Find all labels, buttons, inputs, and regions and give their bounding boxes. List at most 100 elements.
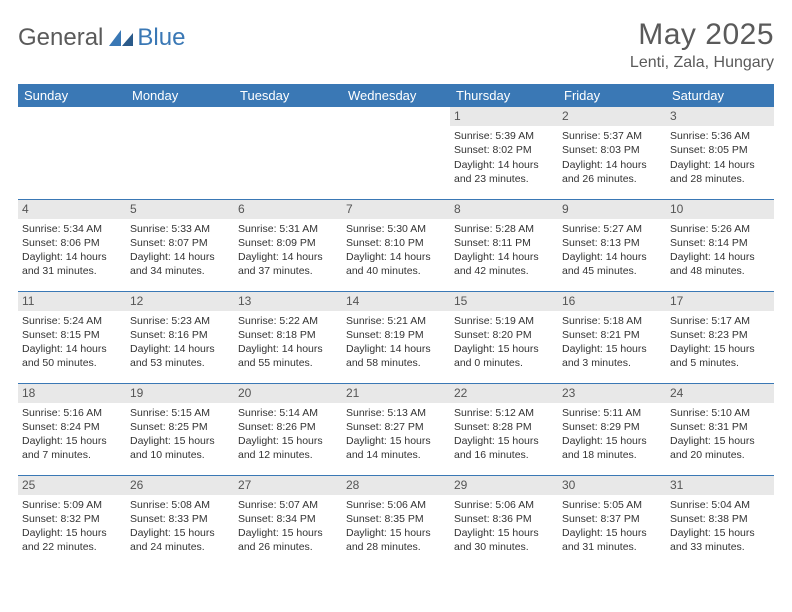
calendar-cell: 24Sunrise: 5:10 AMSunset: 8:31 PMDayligh…	[666, 383, 774, 475]
sunrise-text: Sunrise: 5:05 AM	[562, 498, 662, 512]
sunrise-text: Sunrise: 5:16 AM	[22, 406, 122, 420]
day-number: 21	[342, 384, 450, 403]
day-number: 20	[234, 384, 342, 403]
sunset-text: Sunset: 8:26 PM	[238, 420, 338, 434]
day-number: 16	[558, 292, 666, 311]
brand-word2: Blue	[137, 24, 185, 52]
calendar-cell: 19Sunrise: 5:15 AMSunset: 8:25 PMDayligh…	[126, 383, 234, 475]
day-number: 28	[342, 476, 450, 495]
weekday-header: Friday	[558, 84, 666, 107]
calendar-cell: 4Sunrise: 5:34 AMSunset: 8:06 PMDaylight…	[18, 199, 126, 291]
daylight-text: Daylight: 14 hours	[130, 250, 230, 264]
weekday-header: Sunday	[18, 84, 126, 107]
day-number: 27	[234, 476, 342, 495]
daylight-text: and 18 minutes.	[562, 448, 662, 462]
sunrise-text: Sunrise: 5:26 AM	[670, 222, 770, 236]
day-number: 13	[234, 292, 342, 311]
sunset-text: Sunset: 8:33 PM	[130, 512, 230, 526]
sunrise-text: Sunrise: 5:12 AM	[454, 406, 554, 420]
brand-word1: General	[18, 24, 103, 52]
day-number: 23	[558, 384, 666, 403]
sunset-text: Sunset: 8:35 PM	[346, 512, 446, 526]
daylight-text: Daylight: 14 hours	[22, 250, 122, 264]
sunset-text: Sunset: 8:14 PM	[670, 236, 770, 250]
daylight-text: Daylight: 15 hours	[130, 434, 230, 448]
daylight-text: and 58 minutes.	[346, 356, 446, 370]
sunrise-text: Sunrise: 5:37 AM	[562, 129, 662, 143]
calendar-cell: 11Sunrise: 5:24 AMSunset: 8:15 PMDayligh…	[18, 291, 126, 383]
sunset-text: Sunset: 8:32 PM	[22, 512, 122, 526]
sunrise-text: Sunrise: 5:33 AM	[130, 222, 230, 236]
daylight-text: Daylight: 14 hours	[238, 342, 338, 356]
calendar-cell: 12Sunrise: 5:23 AMSunset: 8:16 PMDayligh…	[126, 291, 234, 383]
daylight-text: Daylight: 15 hours	[22, 434, 122, 448]
sunset-text: Sunset: 8:06 PM	[22, 236, 122, 250]
weekday-header: Wednesday	[342, 84, 450, 107]
sunrise-text: Sunrise: 5:04 AM	[670, 498, 770, 512]
daylight-text: and 33 minutes.	[670, 540, 770, 554]
sunset-text: Sunset: 8:21 PM	[562, 328, 662, 342]
daylight-text: Daylight: 15 hours	[670, 342, 770, 356]
sunrise-text: Sunrise: 5:07 AM	[238, 498, 338, 512]
sunrise-text: Sunrise: 5:14 AM	[238, 406, 338, 420]
calendar-cell: 2Sunrise: 5:37 AMSunset: 8:03 PMDaylight…	[558, 107, 666, 199]
sunrise-text: Sunrise: 5:23 AM	[130, 314, 230, 328]
sunrise-text: Sunrise: 5:10 AM	[670, 406, 770, 420]
daylight-text: and 24 minutes.	[130, 540, 230, 554]
sunrise-text: Sunrise: 5:31 AM	[238, 222, 338, 236]
sunrise-text: Sunrise: 5:11 AM	[562, 406, 662, 420]
daylight-text: and 37 minutes.	[238, 264, 338, 278]
sunrise-text: Sunrise: 5:17 AM	[670, 314, 770, 328]
daylight-text: Daylight: 14 hours	[130, 342, 230, 356]
daylight-text: Daylight: 14 hours	[346, 342, 446, 356]
day-number: 2	[558, 107, 666, 126]
daylight-text: Daylight: 15 hours	[346, 526, 446, 540]
calendar-cell: 18Sunrise: 5:16 AMSunset: 8:24 PMDayligh…	[18, 383, 126, 475]
daylight-text: Daylight: 14 hours	[22, 342, 122, 356]
daylight-text: and 5 minutes.	[670, 356, 770, 370]
calendar-cell	[126, 107, 234, 199]
daylight-text: and 45 minutes.	[562, 264, 662, 278]
daylight-text: Daylight: 15 hours	[454, 342, 554, 356]
sunset-text: Sunset: 8:10 PM	[346, 236, 446, 250]
sunrise-text: Sunrise: 5:06 AM	[346, 498, 446, 512]
daylight-text: and 0 minutes.	[454, 356, 554, 370]
calendar-cell: 14Sunrise: 5:21 AMSunset: 8:19 PMDayligh…	[342, 291, 450, 383]
day-number: 10	[666, 200, 774, 219]
sunset-text: Sunset: 8:02 PM	[454, 143, 554, 157]
calendar-cell: 3Sunrise: 5:36 AMSunset: 8:05 PMDaylight…	[666, 107, 774, 199]
calendar-cell	[342, 107, 450, 199]
calendar-cell: 8Sunrise: 5:28 AMSunset: 8:11 PMDaylight…	[450, 199, 558, 291]
daylight-text: and 30 minutes.	[454, 540, 554, 554]
calendar-cell: 23Sunrise: 5:11 AMSunset: 8:29 PMDayligh…	[558, 383, 666, 475]
daylight-text: and 23 minutes.	[454, 172, 554, 186]
day-number: 9	[558, 200, 666, 219]
daylight-text: Daylight: 15 hours	[22, 526, 122, 540]
calendar-cell: 10Sunrise: 5:26 AMSunset: 8:14 PMDayligh…	[666, 199, 774, 291]
daylight-text: Daylight: 15 hours	[670, 526, 770, 540]
weekday-header: Thursday	[450, 84, 558, 107]
daylight-text: and 14 minutes.	[346, 448, 446, 462]
daylight-text: and 53 minutes.	[130, 356, 230, 370]
daylight-text: Daylight: 15 hours	[346, 434, 446, 448]
calendar-cell: 27Sunrise: 5:07 AMSunset: 8:34 PMDayligh…	[234, 475, 342, 567]
daylight-text: and 20 minutes.	[670, 448, 770, 462]
day-number: 6	[234, 200, 342, 219]
calendar-cell: 9Sunrise: 5:27 AMSunset: 8:13 PMDaylight…	[558, 199, 666, 291]
calendar-row: 25Sunrise: 5:09 AMSunset: 8:32 PMDayligh…	[18, 475, 774, 567]
calendar-cell: 1Sunrise: 5:39 AMSunset: 8:02 PMDaylight…	[450, 107, 558, 199]
daylight-text: Daylight: 15 hours	[562, 342, 662, 356]
calendar-cell: 22Sunrise: 5:12 AMSunset: 8:28 PMDayligh…	[450, 383, 558, 475]
weekday-header: Tuesday	[234, 84, 342, 107]
calendar-cell: 6Sunrise: 5:31 AMSunset: 8:09 PMDaylight…	[234, 199, 342, 291]
sunset-text: Sunset: 8:09 PM	[238, 236, 338, 250]
sunrise-text: Sunrise: 5:19 AM	[454, 314, 554, 328]
sunset-text: Sunset: 8:15 PM	[22, 328, 122, 342]
title-block: May 2025 Lenti, Zala, Hungary	[630, 18, 774, 72]
sunset-text: Sunset: 8:23 PM	[670, 328, 770, 342]
sunset-text: Sunset: 8:13 PM	[562, 236, 662, 250]
sunrise-text: Sunrise: 5:06 AM	[454, 498, 554, 512]
sunset-text: Sunset: 8:28 PM	[454, 420, 554, 434]
calendar-body: 1Sunrise: 5:39 AMSunset: 8:02 PMDaylight…	[18, 107, 774, 567]
daylight-text: Daylight: 14 hours	[562, 250, 662, 264]
